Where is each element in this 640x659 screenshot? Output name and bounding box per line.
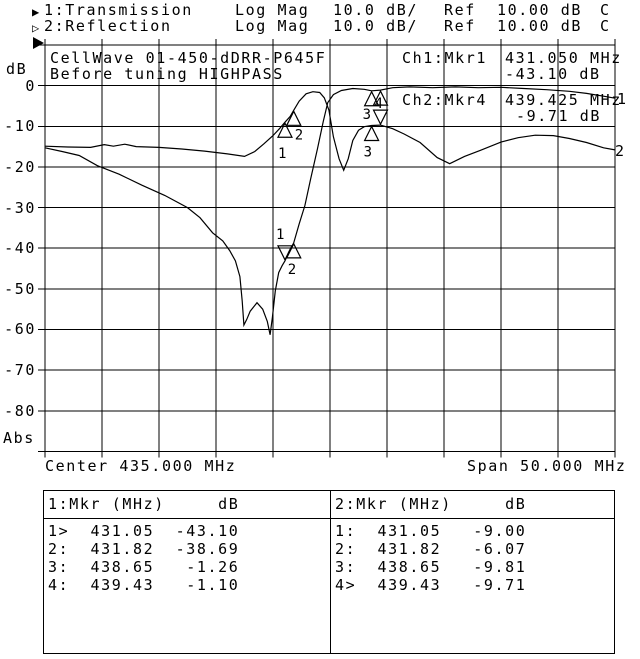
marker-ch1-4-label: 4 xyxy=(375,96,385,112)
ref-level-icon xyxy=(33,37,44,49)
marker-ch2-2-label: 2 xyxy=(295,127,305,143)
marker-table-row: 2: 431.82 -38.69 xyxy=(48,540,240,558)
ch2-marker-value: -9.71 dB xyxy=(516,107,602,125)
marker-ch2-3-label: 3 xyxy=(364,145,374,161)
marker-table-row: 4> 439.43 -9.71 xyxy=(335,576,527,594)
marker-ch1-1-icon xyxy=(276,245,293,262)
y-tick-label: -10 xyxy=(4,117,36,136)
y-tick-label: -70 xyxy=(4,361,36,380)
trace2-name: 2:Reflection xyxy=(44,17,172,35)
marker-ch1-4-icon xyxy=(372,89,389,106)
ch2-marker-freq: 439.425 MHz xyxy=(505,91,622,109)
y-tick-label: 0 xyxy=(25,76,36,95)
trace2-ref-value: 10.00 dB xyxy=(497,17,583,35)
marker-ch2-1-icon xyxy=(276,121,293,138)
trace1-format: Log Mag xyxy=(235,1,310,19)
marker-table-row: 1> 431.05 -43.10 xyxy=(48,522,240,540)
marker-ch2-4-icon xyxy=(372,109,389,126)
y-tick-label: -30 xyxy=(4,198,36,217)
y-axis-unit: dB xyxy=(6,60,28,78)
trace2-ref-label: Ref xyxy=(444,17,476,35)
y-axis-bottom-label: Abs xyxy=(3,429,35,447)
ch1-marker-table: 1:Mkr (MHz) dB 1> 431.05 -43.10 2: 431.82… xyxy=(44,491,330,653)
measurement-title: CellWave 01-450-dDRR-P645F xyxy=(50,49,327,67)
marker-ch1-1-label: 1 xyxy=(276,227,286,243)
trace2-end-label: 2 xyxy=(615,142,626,160)
trace1-end-label: 1 xyxy=(617,90,628,108)
marker-ch2-1-label: 1 xyxy=(278,146,288,162)
marker-ch1-3-icon xyxy=(363,90,380,107)
trace2-active-icon: ▷ xyxy=(32,21,40,35)
marker-ch2-3-icon xyxy=(363,125,380,142)
ch2-marker-table-rows: 1: 431.05 -9.00 2: 431.82 -6.07 3: 438.65 … xyxy=(335,522,526,594)
marker-table-box: 1:Mkr (MHz) dB 1> 431.05 -43.10 2: 431.82… xyxy=(43,490,615,654)
trace1-cal-flag: C xyxy=(600,1,611,19)
marker-table-divider xyxy=(330,491,331,653)
trace1-scale: 10.0 dB/ xyxy=(333,1,419,19)
trace1-active-icon: ▶ xyxy=(32,5,40,19)
y-tick-label: -80 xyxy=(4,401,36,420)
marker-ch1-3-label: 3 xyxy=(363,107,373,123)
marker-table-row: 3: 438.65 -1.26 xyxy=(48,558,240,576)
x-axis-span-label: Span 50.000 MHz xyxy=(467,457,627,475)
marker-table-row: 2: 431.82 -6.07 xyxy=(335,540,527,558)
marker-table-row: 1: 431.05 -9.00 xyxy=(335,522,527,540)
ch1-marker-value: -43.10 dB xyxy=(505,65,601,83)
trace1-ref-value: 10.00 dB xyxy=(497,1,583,19)
ch1-marker-freq: 431.050 MHz xyxy=(505,49,622,67)
ch2-marker-label: Ch2:Mkr4 xyxy=(402,91,488,109)
ch1-marker-table-rows: 1> 431.05 -43.10 2: 431.82 -38.69 3: 438.6… xyxy=(48,522,239,594)
y-tick-label: -60 xyxy=(4,320,36,339)
y-tick-label: -50 xyxy=(4,279,36,298)
ch1-marker-label: Ch1:Mkr1 xyxy=(402,49,488,67)
graticule-border xyxy=(44,44,616,452)
marker-ch2-2-icon xyxy=(285,109,302,126)
trace2-cal-flag: C xyxy=(600,17,611,35)
marker-table-header-rule xyxy=(44,518,614,519)
marker-table-row: 3: 438.65 -9.81 xyxy=(335,558,527,576)
measurement-subtitle: Before tuning HIGHPASS xyxy=(50,65,284,83)
trace2-scale: 10.0 dB/ xyxy=(333,17,419,35)
ch1-marker-table-header: 1:Mkr (MHz) dB xyxy=(48,495,240,513)
trace1-ref-label: Ref xyxy=(444,1,476,19)
y-tick-label: -20 xyxy=(4,157,36,176)
marker-table-row: 4: 439.43 -1.10 xyxy=(48,576,240,594)
y-tick-label: -40 xyxy=(4,239,36,258)
ch2-marker-table-header: 2:Mkr (MHz) dB xyxy=(335,495,527,513)
ch2-marker-table: 2:Mkr (MHz) dB 1: 431.05 -9.00 2: 431.82 … xyxy=(331,491,614,653)
marker-ch1-2-icon xyxy=(285,242,302,259)
trace1-name: 1:Transmission xyxy=(44,1,193,19)
trace2-format: Log Mag xyxy=(235,17,310,35)
marker-ch1-2-label: 2 xyxy=(288,262,298,278)
x-axis-center-label: Center 435.000 MHz xyxy=(45,457,237,475)
trace-2 xyxy=(44,91,616,172)
